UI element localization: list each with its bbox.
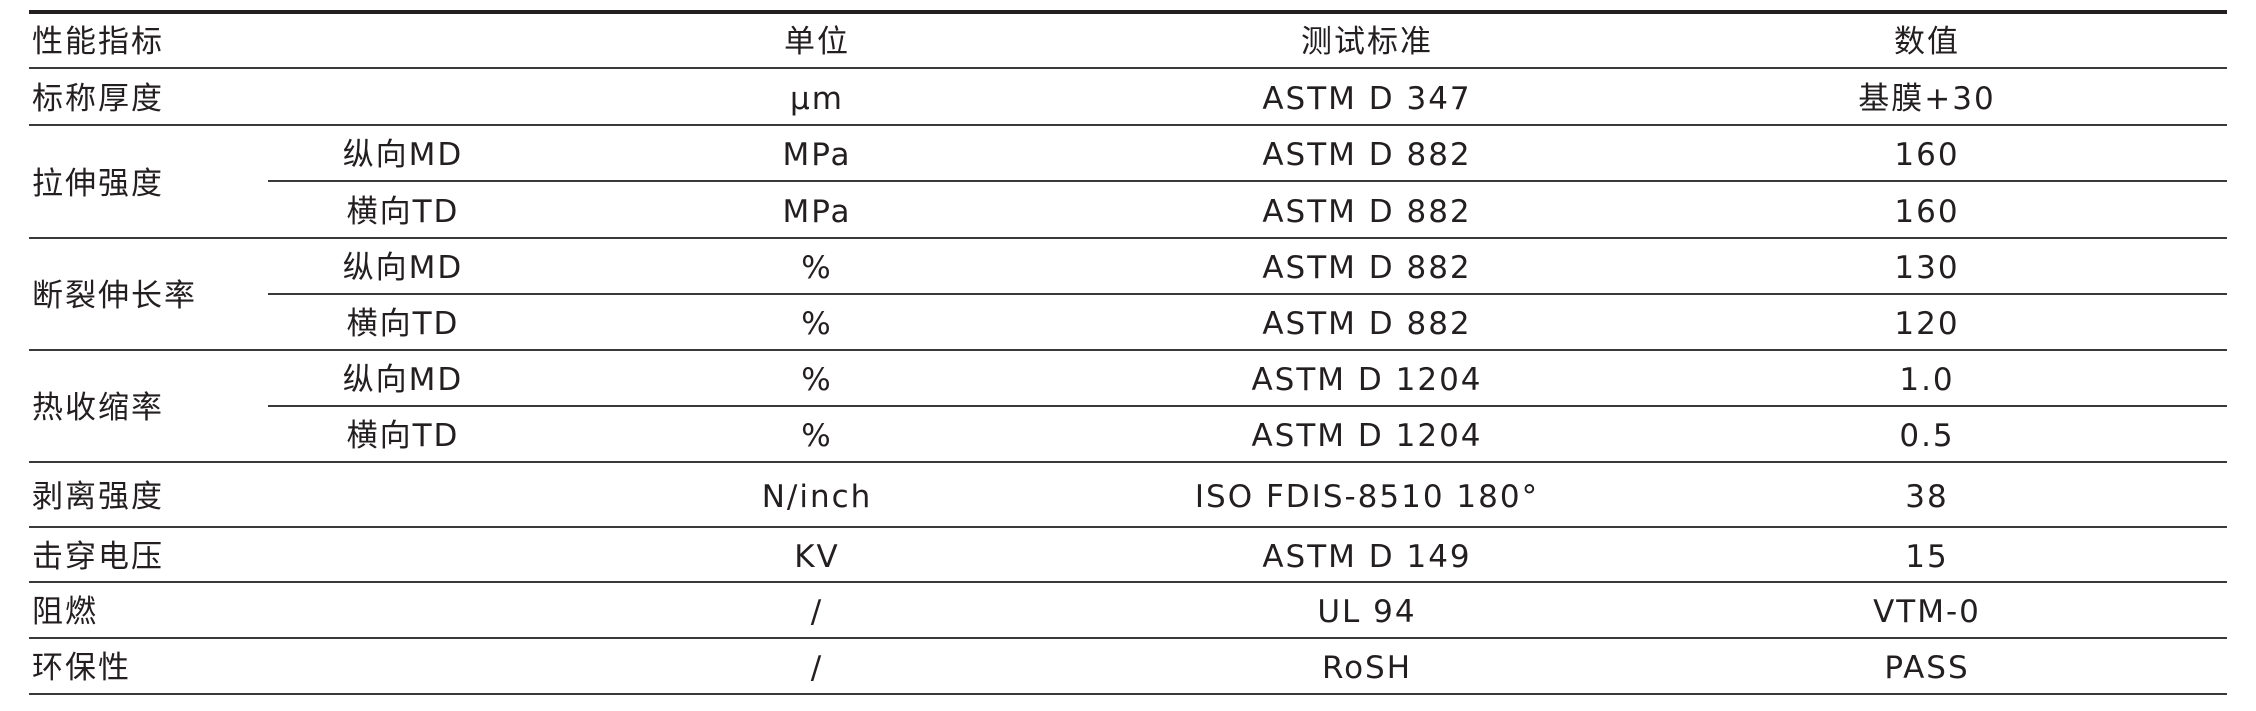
row-value: 15	[1905, 538, 1949, 575]
row-direction: 横向TD	[346, 306, 460, 342]
table-top-rule	[29, 10, 2227, 14]
row-value: 0.5	[1899, 418, 1955, 454]
row-standard: ASTM D 1204	[1251, 362, 1483, 398]
row-divider	[29, 581, 2227, 583]
row-direction: 横向TD	[346, 193, 460, 230]
header-standard: 测试标准	[1301, 24, 1433, 60]
header-unit: 单位	[784, 24, 850, 60]
row-standard: RoSH	[1321, 650, 1413, 686]
row-divider	[29, 693, 2227, 695]
row-divider	[29, 67, 2227, 69]
row-value: PASS	[1884, 650, 1970, 686]
row-value: 160	[1894, 193, 1960, 230]
row-direction: 纵向MD	[342, 362, 464, 398]
row-divider	[29, 461, 2227, 463]
row-standard: ISO FDIS-8510 180°	[1194, 478, 1540, 515]
row-standard: ASTM D 882	[1262, 193, 1472, 230]
row-property: 拉伸强度	[32, 165, 164, 202]
row-direction: 横向TD	[346, 418, 460, 454]
row-value: 160	[1894, 137, 1960, 173]
row-unit: N/inch	[761, 478, 873, 515]
row-divider	[268, 180, 2227, 182]
row-property: 热收缩率	[32, 390, 164, 426]
row-unit: KV	[794, 538, 840, 575]
row-divider	[268, 293, 2227, 295]
row-property: 断裂伸长率	[32, 278, 197, 314]
header-value: 数值	[1894, 24, 1960, 60]
row-unit: %	[801, 250, 833, 286]
row-unit: %	[801, 306, 833, 342]
row-value: VTM-0	[1873, 594, 1981, 630]
row-standard: ASTM D 347	[1262, 80, 1472, 117]
row-property: 击穿电压	[32, 538, 164, 575]
row-property: 剥离强度	[32, 478, 164, 515]
row-divider	[268, 405, 2227, 407]
row-divider	[29, 124, 2227, 126]
row-unit: %	[801, 418, 833, 454]
row-unit: /	[810, 650, 824, 686]
row-unit: MPa	[782, 137, 852, 173]
row-divider	[29, 349, 2227, 351]
row-value: 1.0	[1899, 362, 1955, 398]
row-value: 120	[1894, 306, 1960, 342]
row-value: 38	[1905, 478, 1949, 515]
row-direction: 纵向MD	[342, 137, 464, 173]
row-value: 基膜+30	[1858, 80, 1996, 117]
row-unit: /	[810, 594, 824, 630]
row-property: 阻燃	[32, 594, 98, 630]
row-unit: %	[801, 362, 833, 398]
row-standard: ASTM D 149	[1262, 538, 1472, 575]
row-divider	[29, 637, 2227, 639]
row-property: 标称厚度	[32, 80, 164, 117]
row-standard: ASTM D 1204	[1251, 418, 1483, 454]
row-property: 环保性	[32, 650, 131, 686]
row-divider	[29, 526, 2227, 528]
row-unit: MPa	[782, 193, 852, 230]
header-property: 性能指标	[32, 24, 164, 60]
row-divider	[29, 237, 2227, 239]
row-standard: ASTM D 882	[1262, 250, 1472, 286]
row-value: 130	[1894, 250, 1960, 286]
row-standard: ASTM D 882	[1262, 306, 1472, 342]
row-standard: UL 94	[1317, 594, 1417, 630]
row-direction: 纵向MD	[342, 250, 464, 286]
row-standard: ASTM D 882	[1262, 137, 1472, 173]
row-unit: μm	[790, 80, 844, 117]
